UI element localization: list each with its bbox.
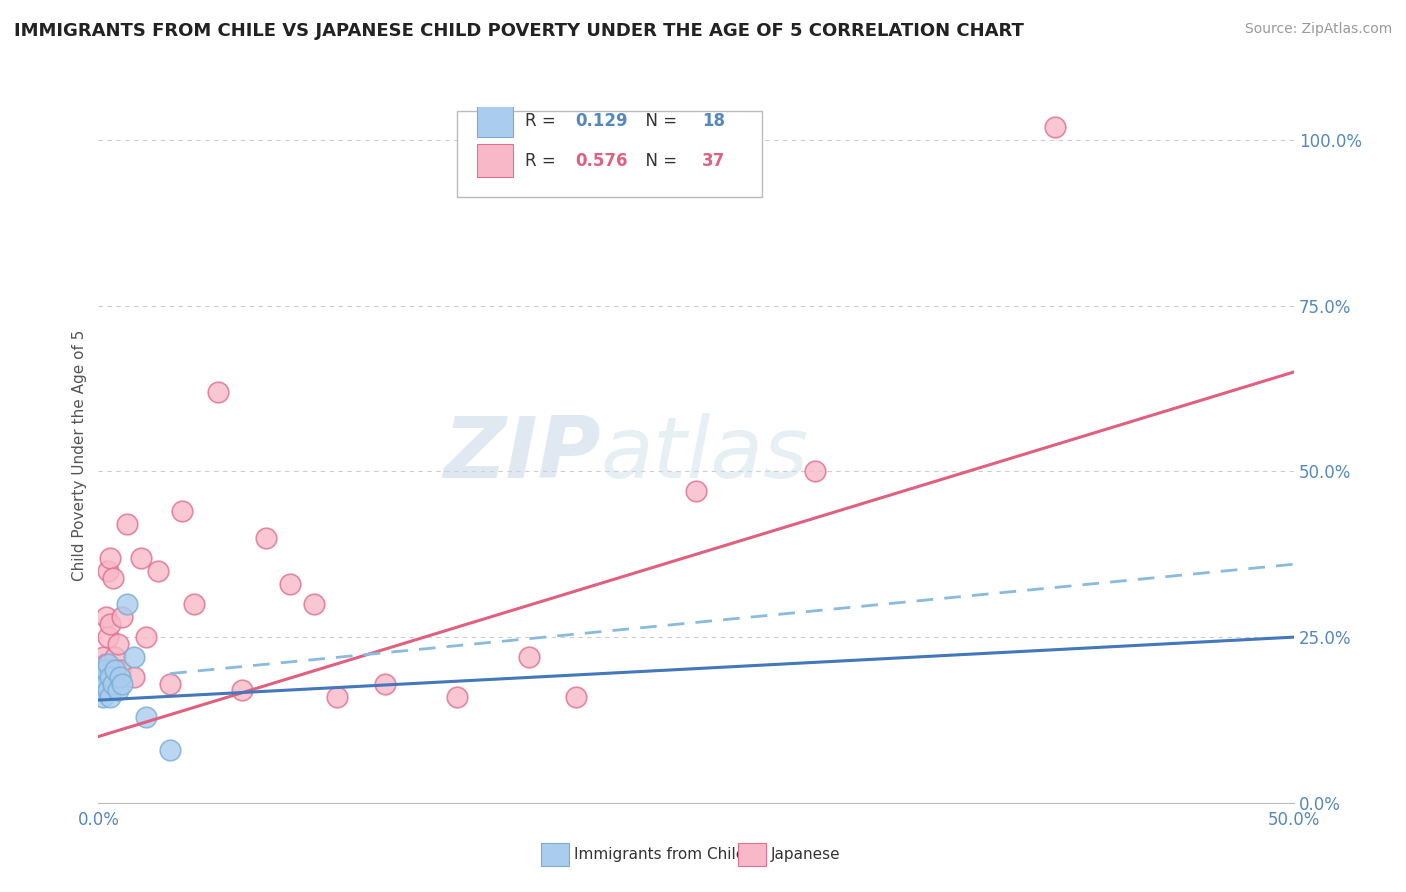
Text: N =: N =	[636, 112, 682, 130]
Point	[91, 670, 114, 684]
Point	[685, 484, 707, 499]
Point	[91, 690, 114, 704]
Point	[135, 630, 157, 644]
Point	[97, 630, 120, 644]
Point	[108, 670, 131, 684]
Point	[97, 564, 120, 578]
Text: ZIP: ZIP	[443, 413, 600, 497]
Point	[94, 663, 117, 677]
FancyBboxPatch shape	[477, 144, 513, 177]
Point	[90, 663, 112, 677]
Point	[108, 663, 131, 677]
Point	[107, 683, 129, 698]
Point	[517, 650, 540, 665]
Point	[115, 517, 138, 532]
FancyBboxPatch shape	[457, 111, 762, 197]
Text: 0.576: 0.576	[575, 152, 627, 170]
Point	[131, 550, 153, 565]
Point	[98, 690, 122, 704]
Text: atlas: atlas	[600, 413, 808, 497]
Text: 37: 37	[702, 152, 725, 170]
Point	[98, 670, 122, 684]
Point	[90, 676, 112, 690]
Point	[159, 676, 181, 690]
Text: Japanese: Japanese	[770, 847, 841, 862]
Point	[101, 676, 124, 690]
Point	[97, 657, 120, 671]
Point	[374, 676, 396, 690]
Text: Source: ZipAtlas.com: Source: ZipAtlas.com	[1244, 22, 1392, 37]
Point	[111, 610, 134, 624]
Point	[231, 683, 253, 698]
Point	[172, 504, 194, 518]
Point	[101, 663, 124, 677]
Point	[101, 570, 124, 584]
Point	[446, 690, 468, 704]
Text: Immigrants from Chile: Immigrants from Chile	[574, 847, 745, 862]
Text: R =: R =	[524, 112, 561, 130]
Point	[94, 657, 117, 671]
Point	[111, 676, 134, 690]
Text: 0.129: 0.129	[575, 112, 628, 130]
Point	[91, 670, 114, 684]
Text: N =: N =	[636, 152, 682, 170]
Point	[148, 564, 170, 578]
Point	[115, 597, 138, 611]
Point	[94, 676, 117, 690]
Text: 18: 18	[702, 112, 725, 130]
Point	[159, 743, 181, 757]
Point	[183, 597, 205, 611]
Point	[326, 690, 349, 704]
Y-axis label: Child Poverty Under the Age of 5: Child Poverty Under the Age of 5	[72, 329, 87, 581]
Point	[98, 616, 122, 631]
Point	[565, 690, 588, 704]
Point	[1043, 120, 1066, 134]
Point	[207, 384, 229, 399]
Point	[107, 637, 129, 651]
Point	[124, 670, 146, 684]
Point	[104, 663, 127, 677]
FancyBboxPatch shape	[477, 103, 513, 137]
Text: IMMIGRANTS FROM CHILE VS JAPANESE CHILD POVERTY UNDER THE AGE OF 5 CORRELATION C: IMMIGRANTS FROM CHILE VS JAPANESE CHILD …	[14, 22, 1024, 40]
Point	[302, 597, 325, 611]
Point	[254, 531, 277, 545]
Point	[104, 650, 127, 665]
Point	[91, 650, 114, 665]
Point	[90, 683, 112, 698]
Text: R =: R =	[524, 152, 561, 170]
Point	[94, 610, 117, 624]
Point	[124, 650, 146, 665]
Point	[98, 550, 122, 565]
Point	[135, 709, 157, 723]
Point	[804, 465, 827, 479]
Point	[97, 683, 120, 698]
Point	[278, 577, 301, 591]
